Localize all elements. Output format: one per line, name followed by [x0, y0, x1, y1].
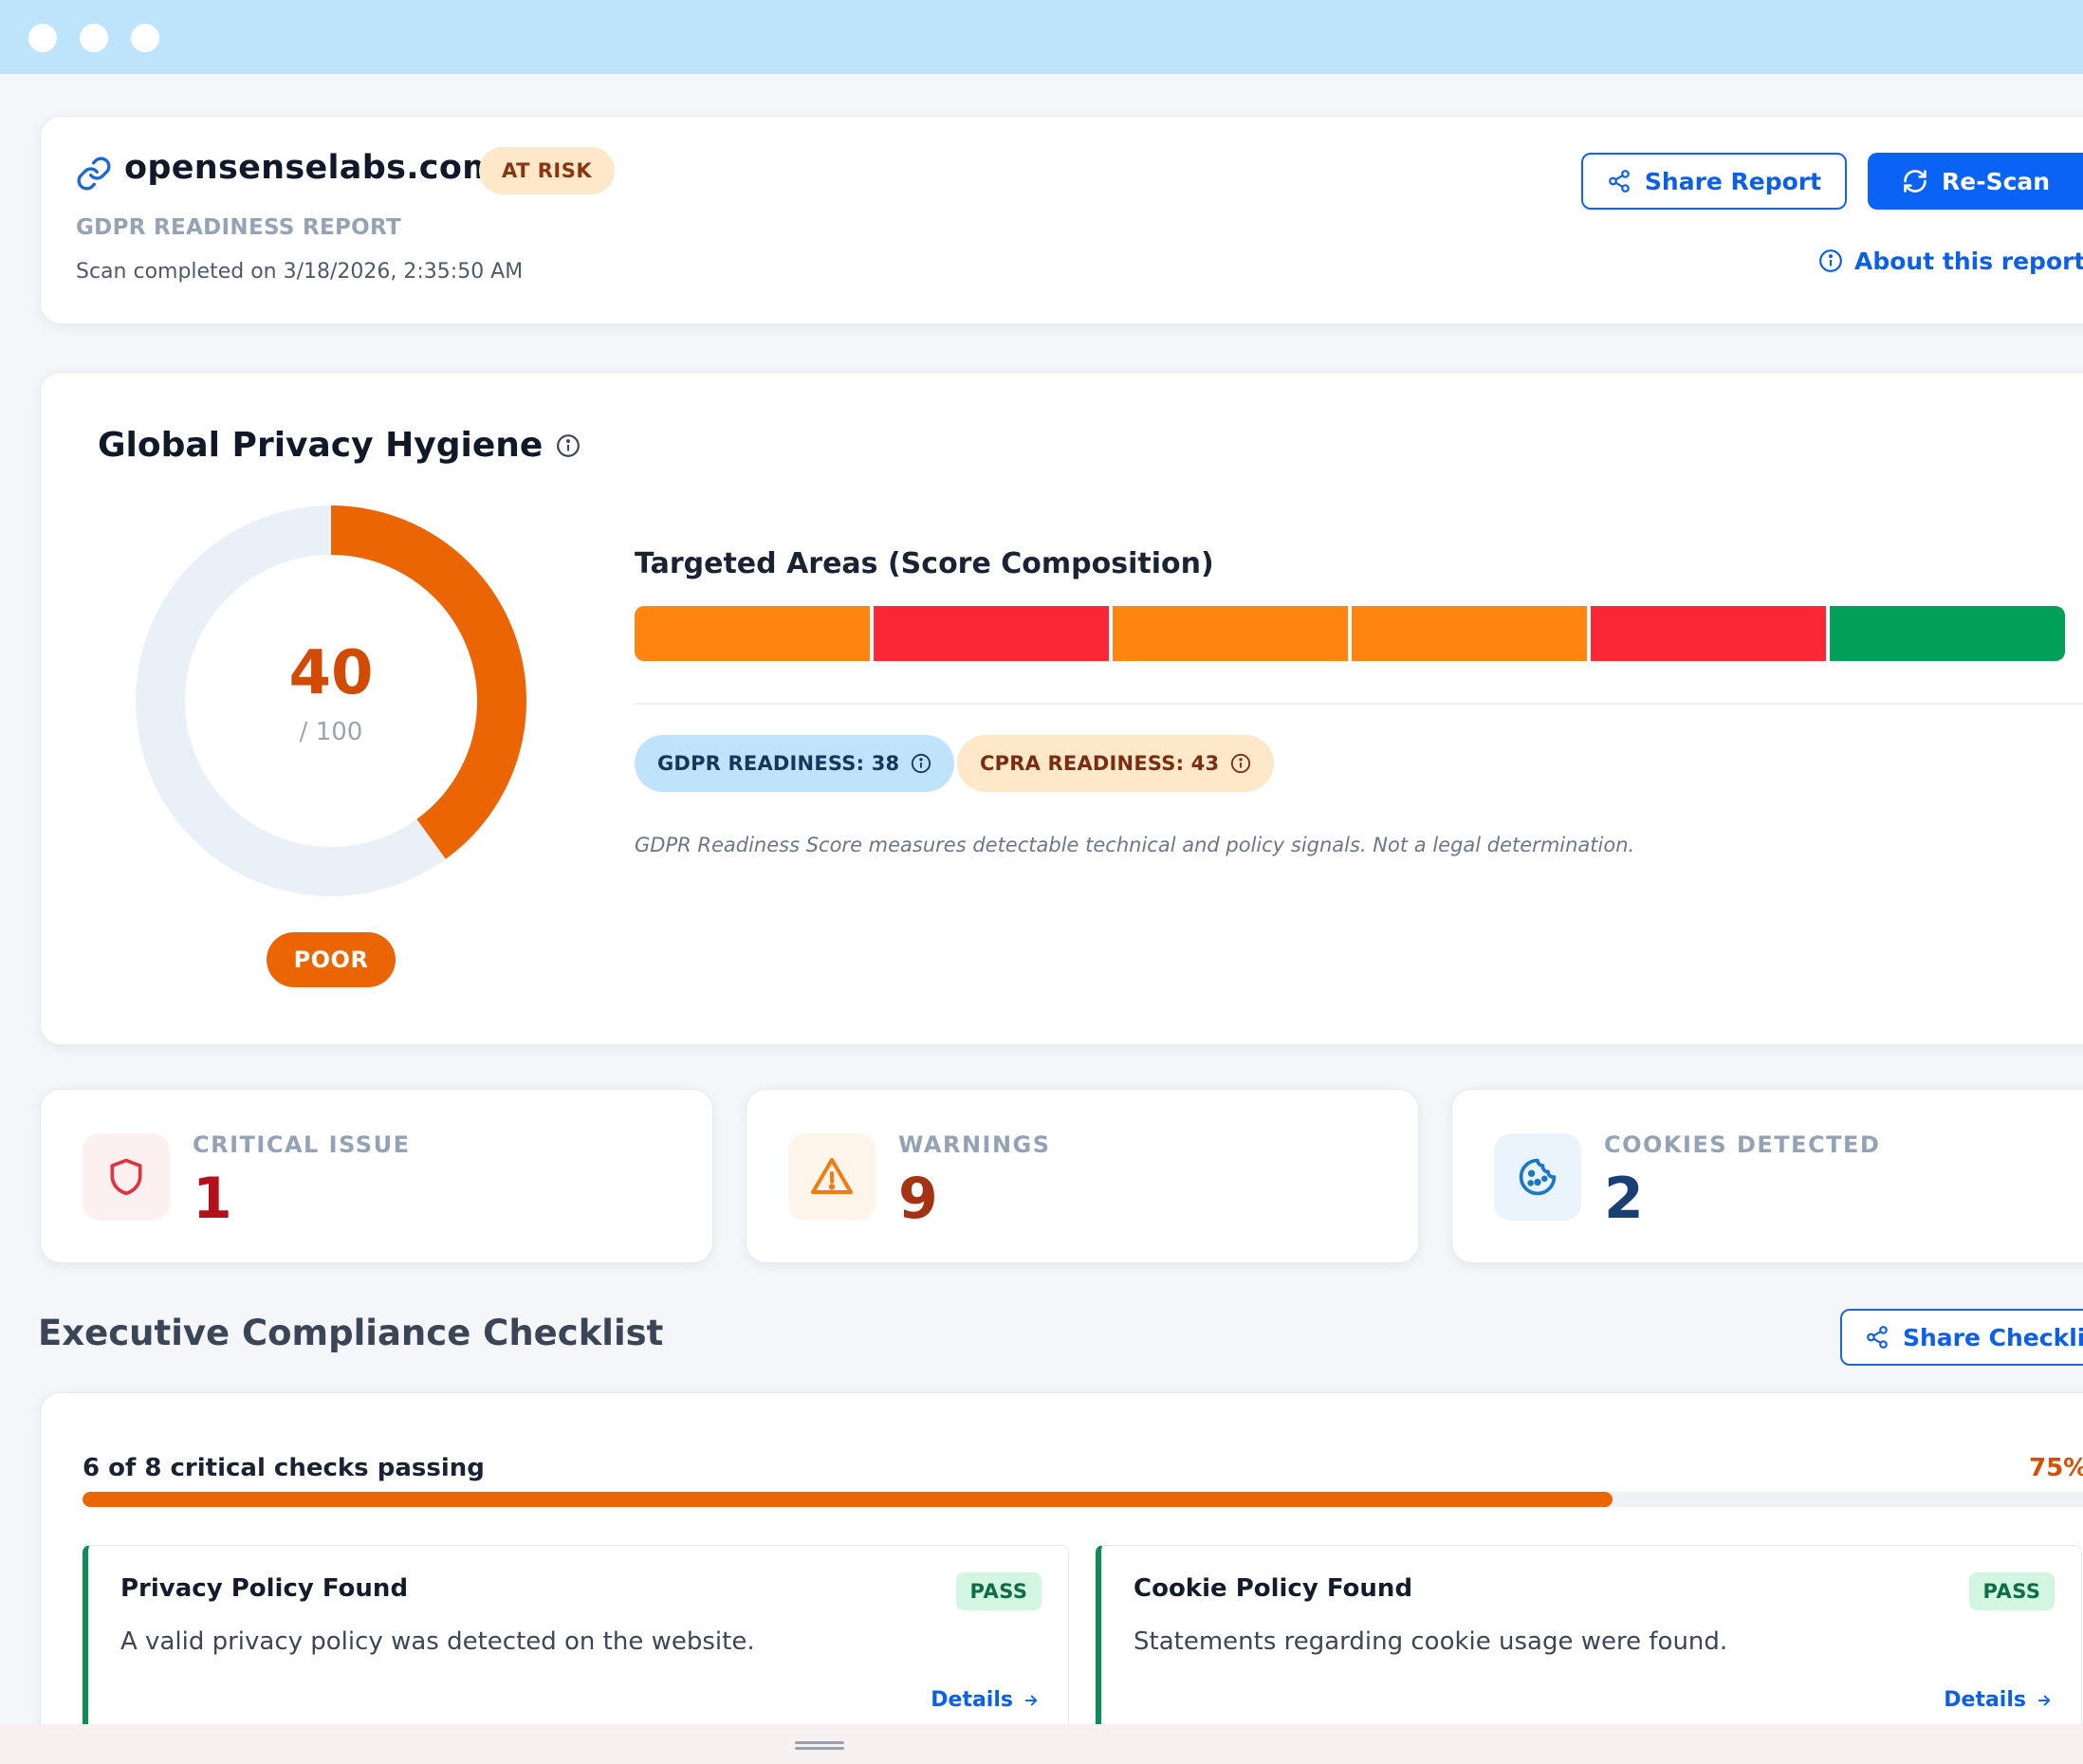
- privacy-hygiene-card: Global Privacy Hygiene 40 / 100 POOR Tar…: [40, 372, 2083, 1045]
- share-report-label: Share Report: [1644, 167, 1822, 195]
- cookie-icon: [1519, 1158, 1557, 1196]
- refresh-icon: [1904, 170, 1926, 193]
- hygiene-title-text: Global Privacy Hygiene: [98, 426, 544, 465]
- window-minimize-dot[interactable]: [80, 24, 108, 52]
- share-checklist-label: Share Checklist: [1903, 1323, 2083, 1351]
- composition-segment[interactable]: [1591, 606, 1826, 661]
- details-label: Details: [931, 1688, 1013, 1712]
- donut-score-arc: [136, 505, 526, 896]
- score-composition-bar: [635, 606, 2065, 661]
- pass-badge: PASS: [956, 1572, 1042, 1610]
- arrow-right-icon: [1024, 1695, 1038, 1705]
- hygiene-title: Global Privacy Hygiene: [98, 426, 581, 465]
- composition-segment[interactable]: [1113, 606, 1348, 661]
- warning-icon: [811, 1158, 853, 1194]
- info-icon: [1819, 249, 1842, 272]
- cpra-readiness-pill[interactable]: CPRA READINESS: 43: [957, 735, 1275, 792]
- score-max: / 100: [299, 718, 363, 746]
- check-description: A valid privacy policy was detected on t…: [120, 1627, 755, 1656]
- checks-progress-bar: [83, 1492, 2083, 1507]
- stat-label: COOKIES DETECTED: [1604, 1131, 1881, 1158]
- pass-badge: PASS: [1969, 1572, 2055, 1610]
- checklist-title: Executive Compliance Checklist: [38, 1313, 664, 1353]
- info-icon: [912, 753, 931, 774]
- scan-timestamp: Scan completed on 3/18/2026, 2:35:50 AM: [76, 260, 524, 284]
- status-badge: AT RISK: [479, 147, 616, 194]
- gdpr-readiness-pill[interactable]: GDPR READINESS: 38: [635, 735, 955, 792]
- window-maximize-dot[interactable]: [131, 24, 159, 52]
- about-report-link[interactable]: About this report: [1818, 242, 2083, 280]
- checklist-card: 6 of 8 critical checks passing 75% Priva…: [40, 1392, 2083, 1764]
- info-icon: [1231, 753, 1251, 774]
- composition-segment[interactable]: [1352, 606, 1587, 661]
- targeted-areas-title: Targeted Areas (Score Composition): [635, 547, 1214, 580]
- cpra-readiness-label: CPRA READINESS: 43: [980, 752, 1220, 775]
- stat-value: 9: [898, 1166, 938, 1232]
- share-report-button[interactable]: Share Report: [1581, 153, 1847, 210]
- rescan-label: Re-Scan: [1942, 167, 2051, 195]
- report-type-label: GDPR READINESS REPORT: [76, 215, 401, 240]
- readiness-disclaimer: GDPR Readiness Score measures detectable…: [635, 834, 1635, 856]
- share-icon: [1867, 1326, 1888, 1349]
- link-icon: [77, 156, 111, 191]
- window-titlebar: [0, 0, 2083, 74]
- share-checklist-button[interactable]: Share Checklist: [1840, 1309, 2083, 1366]
- divider: [635, 703, 2083, 705]
- check-description: Statements regarding cookie usage were f…: [1134, 1627, 1728, 1656]
- bottom-resize-bar: [0, 1724, 2083, 1764]
- composition-segment[interactable]: [874, 606, 1109, 661]
- info-icon[interactable]: [556, 433, 581, 458]
- score-donut: [136, 505, 526, 896]
- details-link[interactable]: Details: [1944, 1688, 2053, 1712]
- details-label: Details: [1944, 1688, 2026, 1712]
- stat-icon-box: [1494, 1133, 1581, 1221]
- stat-icon-box: [788, 1133, 876, 1221]
- checks-progress-fill: [83, 1492, 1613, 1507]
- composition-segment[interactable]: [1830, 606, 2065, 661]
- rescan-button[interactable]: Re-Scan: [1868, 153, 2083, 210]
- window-close-dot[interactable]: [28, 24, 57, 52]
- share-icon: [1609, 170, 1630, 193]
- stat-value: 2: [1604, 1166, 1644, 1232]
- arrow-right-icon: [2037, 1695, 2051, 1705]
- site-name: opensenselabs.com: [124, 149, 497, 187]
- score-value: 40: [288, 638, 374, 708]
- check-name: Cookie Policy Found: [1134, 1574, 1413, 1603]
- check-name: Privacy Policy Found: [120, 1574, 409, 1603]
- gdpr-readiness-label: GDPR READINESS: 38: [657, 752, 900, 775]
- about-report-label: About this report: [1854, 247, 2083, 275]
- shield-icon: [110, 1158, 142, 1196]
- stat-card-cookies[interactable]: COOKIES DETECTED 2: [1451, 1089, 2083, 1263]
- composition-segment[interactable]: [635, 606, 870, 661]
- checks-passing-text: 6 of 8 critical checks passing: [83, 1454, 485, 1482]
- stat-label: CRITICAL ISSUE: [193, 1131, 411, 1158]
- stat-card-warnings[interactable]: WARNINGS 9: [746, 1089, 1419, 1263]
- stat-icon-box: [83, 1133, 170, 1221]
- report-header-card: opensenselabs.com AT RISK GDPR READINESS…: [40, 116, 2083, 324]
- stat-value: 1: [193, 1166, 232, 1232]
- stat-card-critical[interactable]: CRITICAL ISSUE 1: [40, 1089, 713, 1263]
- resize-grip-icon[interactable]: [795, 1741, 844, 1751]
- details-link[interactable]: Details: [931, 1688, 1040, 1712]
- stat-label: WARNINGS: [898, 1131, 1051, 1158]
- rating-badge: POOR: [267, 932, 396, 987]
- checks-percent: 75%: [2029, 1454, 2083, 1482]
